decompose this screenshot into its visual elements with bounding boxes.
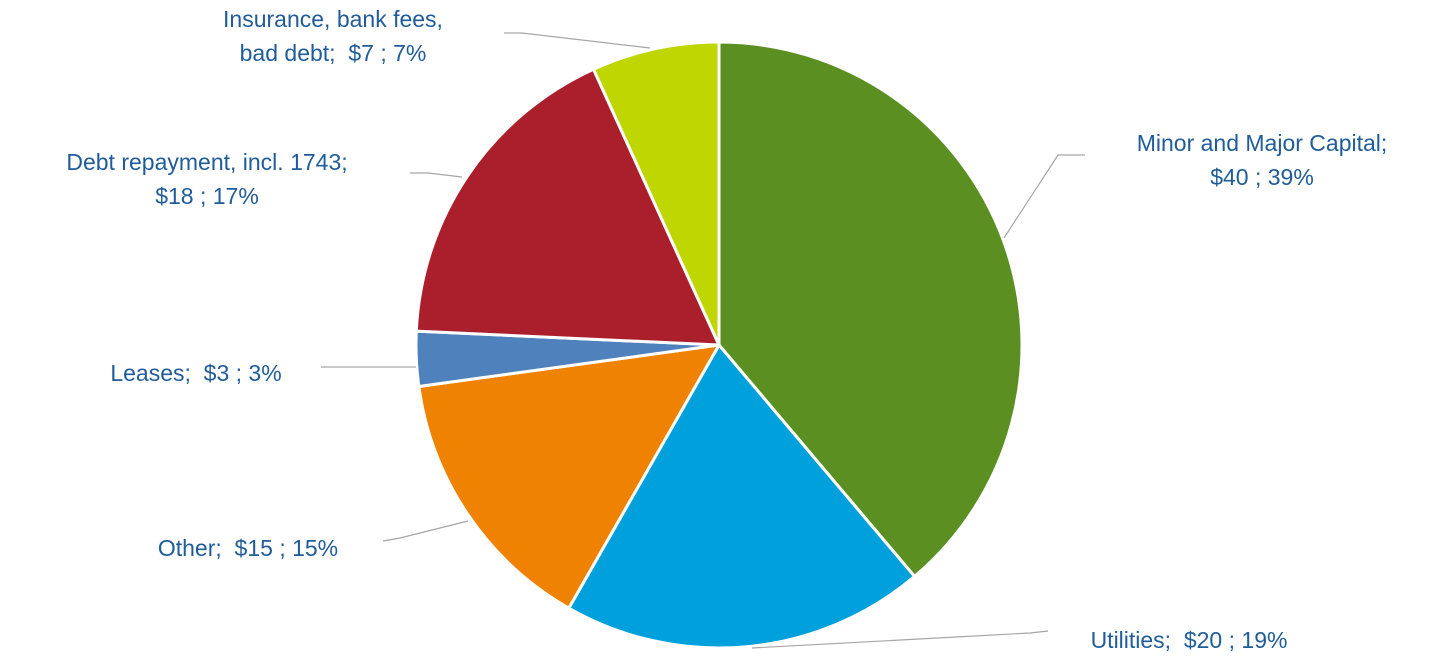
leader-line-debt-repayment-incl-1743	[410, 172, 463, 178]
data-label-line: bad debt; $7 ; 7%	[240, 40, 427, 66]
data-label-line: Other; $15 ; 15%	[158, 535, 338, 561]
pie-slices	[414, 40, 1024, 650]
data-label-line: Utilities; $20 ; 19%	[1091, 627, 1288, 653]
leader-line-utilities	[751, 630, 1049, 649]
data-label-leases: Leases; $3 ; 3%	[110, 360, 281, 386]
data-label-line: $18 ; 17%	[155, 183, 259, 209]
data-label-line: Debt repayment, incl. 1743;	[66, 149, 347, 175]
data-label-minor-and-major-capital: Minor and Major Capital; $40 ; 39%	[1137, 130, 1388, 190]
data-label-line: Insurance, bank fees,	[223, 6, 443, 32]
data-label-insurance-bank-fees-bad-debt: Insurance, bank fees, bad debt; $7 ; 7%	[223, 6, 443, 66]
leader-lines	[321, 32, 1085, 649]
pie-slice-minor-and-major-capital	[717, 40, 1024, 578]
data-label-debt-repayment-incl-1743: Debt repayment, incl. 1743; $18 ; 17%	[66, 149, 347, 209]
pie-slice-other	[417, 343, 721, 610]
data-label-line: Leases; $3 ; 3%	[110, 360, 281, 386]
data-labels: Minor and Major Capital; $40 ; 39% Utiliti…	[66, 6, 1387, 653]
pie-slice-debt-repayment-incl-1743	[414, 67, 721, 347]
data-label-line: Minor and Major Capital;	[1137, 130, 1388, 156]
leader-line-insurance-bank-fees-bad-debt	[504, 32, 651, 49]
leader-line-minor-and-major-capital	[1003, 154, 1085, 239]
data-label-other: Other; $15 ; 15%	[158, 535, 338, 561]
pie-slice-insurance-bank-fees-bad-debt	[592, 40, 721, 347]
data-label-line: $40 ; 39%	[1210, 164, 1314, 190]
data-label-utilities: Utilities; $20 ; 19%	[1091, 627, 1288, 653]
pie-slice-utilities	[567, 343, 917, 650]
leader-line-other	[382, 520, 469, 542]
